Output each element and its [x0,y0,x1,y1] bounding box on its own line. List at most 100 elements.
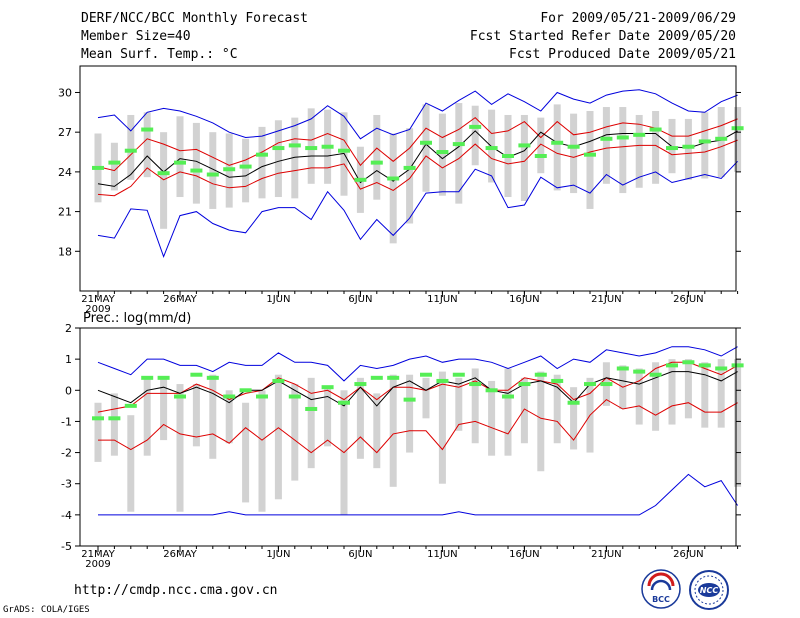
temp-median-marker [403,165,416,170]
temp-median-marker [190,168,203,173]
prec-median-marker [469,382,482,387]
temp-median-marker [715,136,728,141]
temp-median-marker [682,144,695,149]
temp-range-bar [602,107,610,184]
prec-range-bar [635,368,643,425]
temp-median-marker [108,160,121,165]
temp-range-bar [373,114,381,200]
prec-range-bar [422,377,430,419]
prec-range-bar [110,393,118,456]
temp-median-marker [141,127,154,132]
temp-median-marker [436,150,449,155]
prec-range-bar [389,374,397,487]
temp-range-bar [684,118,692,180]
prec-median-marker [108,416,121,421]
temp-median-marker [124,148,137,153]
temp-range-bar [389,133,397,244]
temp-mean-minus-sd-line [97,139,738,197]
prec-x-tick-label: 6JUN [348,549,372,560]
temp-median-marker [157,171,170,176]
prec-y-tick-label: -1 [61,415,72,428]
prec-plot-frame [79,327,737,547]
precipitation-panel: -5 -4 -3 -2 -1 0 1 2 21MAY 26MAY 1JUN 6JUN 11JUN 16JU… [61,311,744,570]
prec-range-bar [406,374,414,453]
produced-date-label: Fcst Produced Date 2009/05/21 [509,47,736,62]
temp-median-marker [649,127,662,132]
prec-y-tick-label: 2 [65,322,72,335]
temp-range-bar [570,113,578,194]
temp-median-marker [354,177,367,182]
temp-median-marker [469,124,482,129]
temp-range-bar [209,132,217,209]
temp-median-marker [666,146,678,151]
forecast-period-label: For 2009/05/21-2009/06/29 [540,11,736,26]
variable-label: Mean Surf. Temp.: °C [81,47,238,62]
prec-range-bar [537,371,545,472]
prec-median-marker [256,394,268,399]
temp-y-tick-label: 21 [58,206,72,219]
prec-range-bar [160,377,168,441]
prec-y-tick-label: -3 [61,478,72,491]
chart-title: DERF/NCC/BCC Monthly Forecast [81,11,308,26]
temp-range-bar [701,112,709,179]
temp-x-tick-label: 26JUN [673,294,703,305]
temp-median-marker [518,143,531,148]
temp-x-tick-label: 6JUN [348,294,372,305]
prec-range-bar [504,368,512,456]
temp-median-marker [698,139,711,144]
prec-median-marker [502,394,514,399]
prec-median-marker [698,363,711,368]
temp-median-marker [485,146,498,151]
temp-median-marker [567,144,580,149]
prec-x-tick-label: 26MAY [163,549,197,560]
source-url-link[interactable]: http://cmdp.ncc.cma.gov.cn [74,583,278,598]
prec-range-bar [176,384,184,512]
prec-range-bar [307,377,315,469]
prec-median-marker [633,369,646,374]
prec-median-marker [452,372,465,377]
temp-median-marker [305,146,318,151]
prec-year-label: 2009 [85,559,110,570]
prec-range-bar [373,393,381,469]
prec-range-bar [471,368,479,444]
temp-median-marker [272,146,285,151]
prec-median-marker [649,372,662,377]
prec-median-marker [223,394,236,399]
bcc-logo-text: BCC [652,595,670,604]
temp-range-bar [160,132,168,229]
prec-range-bar [274,374,282,500]
prec-median-marker [731,363,744,368]
prec-range-bar [734,359,742,487]
temp-median-marker [223,167,236,172]
temp-range-bar [143,112,151,178]
temp-range-bar [553,104,561,191]
ncc-logo-text: NCC [700,586,719,595]
temp-y-tick-label: 24 [58,166,72,179]
prec-median-marker [338,400,350,405]
prec-median-marker [387,375,400,380]
temp-range-bar [406,128,414,224]
temp-x-tick-label: 21JUN [591,294,621,305]
prec-range-bar [242,402,250,503]
prec-median-marker [682,360,695,365]
prec-range-bar [258,390,266,512]
prec-median-marker [354,382,367,387]
temp-range-bar [110,142,118,191]
temp-range-bar [422,104,430,192]
temp-median-marker [206,172,219,177]
prec-median-marker [616,366,629,371]
bcc-logo-icon: BCC [641,569,681,609]
temp-median-marker [174,160,186,165]
temp-median-marker [420,140,432,145]
prec-median-marker [157,375,170,380]
ncc-logo-icon: NCC [689,570,729,610]
temp-median-marker [387,176,400,181]
prec-median-marker [141,375,154,380]
temp-median-marker [338,148,350,153]
temp-x-tick-label: 1JUN [266,294,290,305]
temp-range-bar [258,126,266,199]
temp-x-tick-label: 11JUN [427,294,457,305]
prec-range-bar [356,377,364,459]
prec-median-marker [403,397,416,402]
